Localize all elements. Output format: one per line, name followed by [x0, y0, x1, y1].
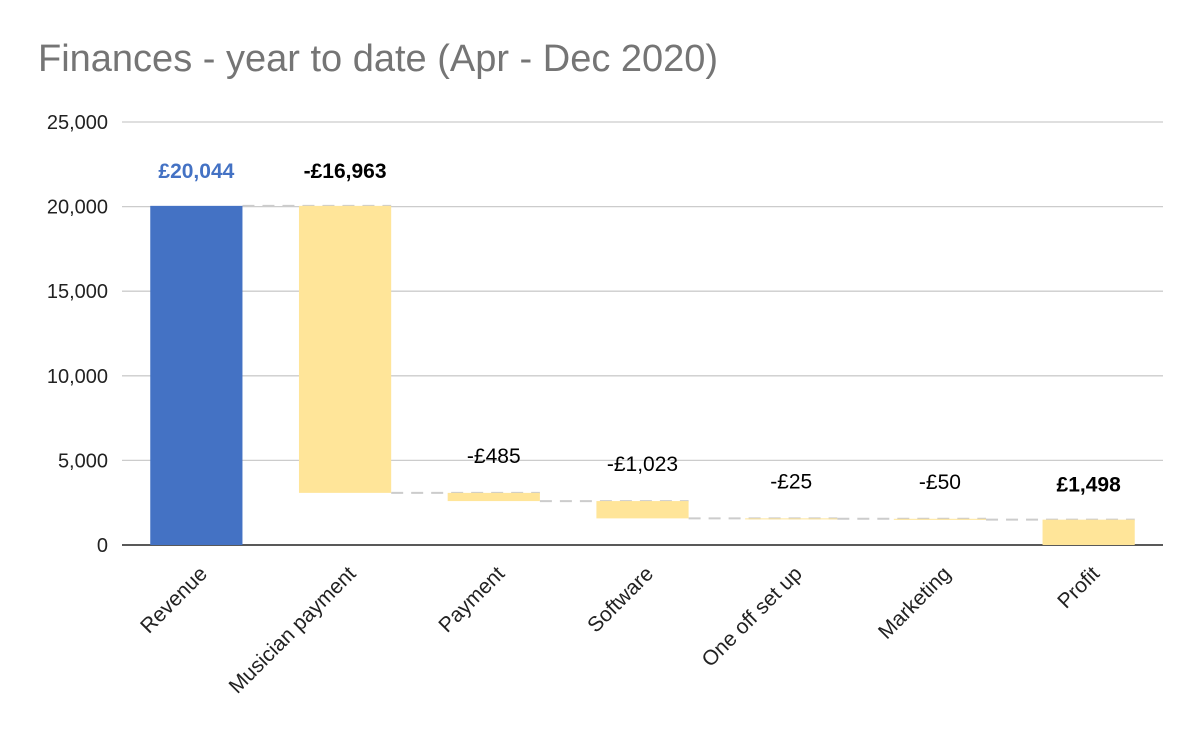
- data-label: -£485: [467, 445, 521, 468]
- x-category-label: Marketing: [874, 562, 955, 643]
- chart-title: Finances - year to date (Apr - Dec 2020): [38, 38, 719, 80]
- data-label: £1,498: [1057, 474, 1122, 497]
- x-category-label: Profit: [1053, 562, 1104, 613]
- y-tick-label: 0: [97, 535, 108, 557]
- x-category-label: One off set up: [697, 562, 806, 671]
- y-tick-label: 25,000: [47, 112, 108, 134]
- bar-profit: [1042, 519, 1135, 545]
- bar-software: [596, 501, 689, 519]
- data-label: £20,044: [158, 160, 234, 183]
- y-tick-label: 10,000: [47, 366, 108, 388]
- y-axis-ticks: 0 5,000 10,000 15,000 20,000 25,000: [47, 112, 108, 557]
- bar-revenue: [150, 205, 243, 545]
- bar-payment: [447, 492, 540, 502]
- y-tick-label: 15,000: [47, 281, 108, 303]
- data-label: -£25: [770, 470, 812, 493]
- y-tick-label: 20,000: [47, 197, 108, 219]
- y-tick-label: 5,000: [58, 450, 108, 472]
- bars: [150, 205, 1135, 545]
- data-label: -£16,963: [304, 160, 387, 183]
- data-labels: £20,044 -£16,963 -£485 -£1,023 -£25 -£50 £1,49…: [158, 160, 1121, 497]
- gridlines: [122, 121, 1163, 546]
- data-label: -£50: [919, 471, 961, 494]
- bar-musician-payment: [298, 205, 392, 493]
- x-category-label: Musician payment: [225, 562, 361, 698]
- bar-one-off-set-up: [745, 518, 838, 520]
- x-category-label: Payment: [434, 562, 509, 637]
- x-category-label: Software: [583, 562, 658, 637]
- bar-marketing: [893, 518, 987, 520]
- x-axis-categories: Revenue Musician payment Payment Software On…: [136, 562, 1104, 698]
- x-category-label: Revenue: [136, 562, 212, 638]
- data-label: -£1,023: [607, 453, 678, 476]
